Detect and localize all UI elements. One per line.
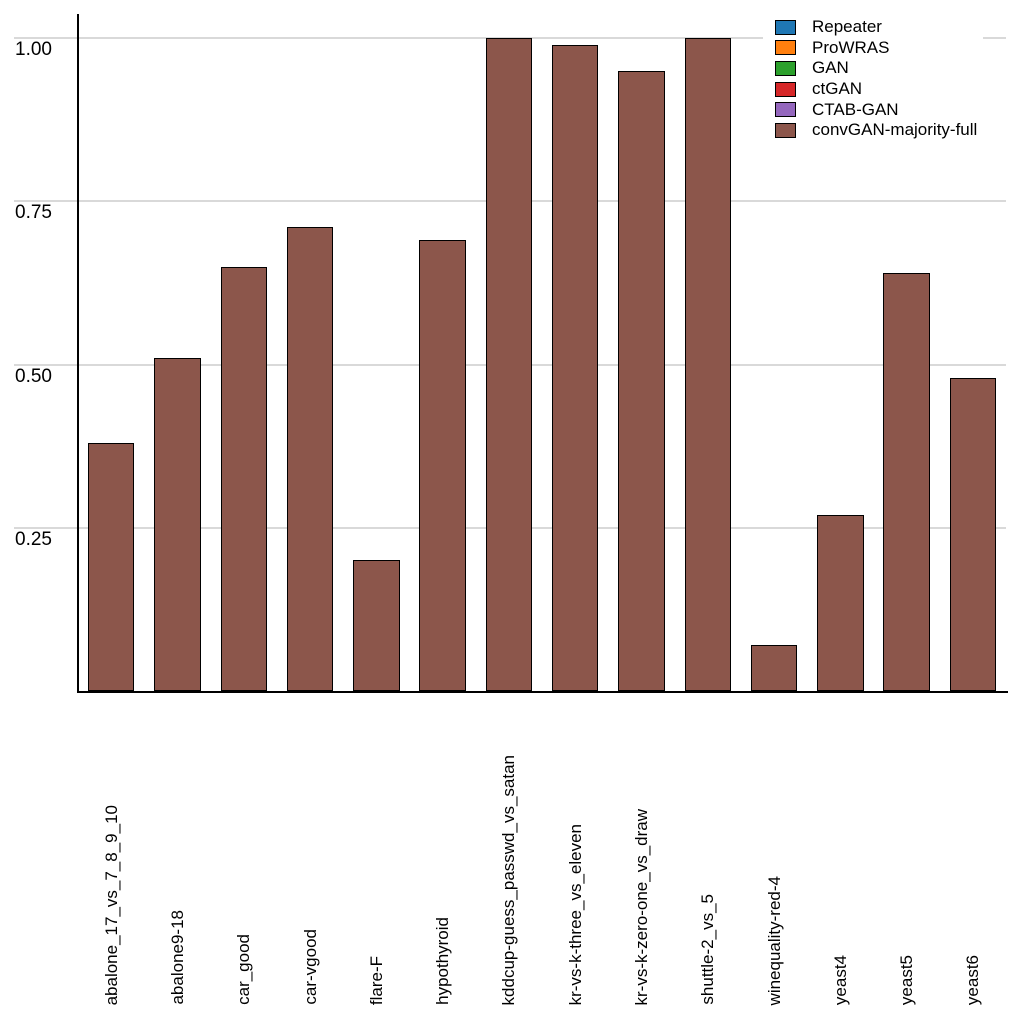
x-axis-line (77, 691, 1008, 693)
legend-label: CTAB-GAN (812, 99, 899, 119)
legend-item: Repeater (775, 17, 977, 38)
legend-swatch-icon (775, 102, 796, 118)
x-category-label: winequality-red-4 (764, 875, 784, 1005)
legend-swatch-icon (775, 19, 796, 35)
x-category-label: yeast5 (897, 954, 917, 1005)
legend-label: Repeater (812, 17, 882, 37)
legend-item: ProWRAS (775, 38, 977, 59)
x-category-label: kr-vs-k-three_vs_eleven (565, 823, 585, 1005)
y-tick-label: 0.50 (15, 365, 52, 387)
legend-label: convGAN-majority-full (812, 120, 978, 140)
legend: Repeater ProWRAS GAN ctGAN CTAB-GAN convGAN-m… (763, 17, 984, 143)
legend-label: GAN (812, 58, 849, 78)
bar (154, 358, 201, 691)
x-category-label: yeast4 (830, 954, 850, 1005)
y-tick-label: 0.25 (15, 528, 52, 550)
bar (353, 560, 400, 691)
bar (485, 38, 533, 691)
bar (87, 442, 135, 691)
x-category-label: car_good (234, 934, 254, 1005)
bar (551, 44, 599, 691)
bar (220, 266, 267, 691)
legend-item: ctGAN (775, 79, 977, 100)
bar (949, 377, 997, 691)
bar (750, 645, 798, 691)
x-category-label: abalone_17_vs_7_8_9_10 (101, 804, 121, 1005)
bar (817, 514, 864, 691)
legend-item: CTAB-GAN (775, 99, 977, 120)
x-category-label: hypothyroid (433, 917, 453, 1005)
x-category-label: abalone9-18 (167, 910, 187, 1005)
x-category-label: kddcup-guess_passwd_vs_satan (499, 754, 519, 1005)
legend-item: GAN (775, 58, 977, 79)
x-category-label: kr-vs-k-zero-one_vs_draw (631, 808, 651, 1006)
bar (618, 70, 665, 691)
bar (419, 240, 466, 691)
legend-swatch-icon (775, 60, 796, 76)
legend-swatch-icon (775, 81, 796, 97)
bar (286, 227, 334, 691)
legend-label: ctGAN (812, 79, 863, 99)
legend-swatch-icon (775, 122, 796, 138)
bar (883, 273, 930, 691)
bar (684, 38, 731, 691)
y-axis-line (77, 14, 79, 693)
legend-label: ProWRAS (812, 37, 890, 57)
legend-swatch-icon (775, 40, 796, 56)
y-tick-label: 1.00 (15, 39, 52, 60)
x-category-label: car-vgood (300, 929, 320, 1005)
x-category-label: yeast6 (963, 954, 983, 1005)
y-tick-label: 0.75 (15, 202, 52, 224)
x-category-label: flare-F (366, 955, 386, 1005)
x-category-label: shuttle-2_vs_5 (698, 894, 718, 1005)
legend-item: convGAN-majority-full (775, 120, 977, 141)
